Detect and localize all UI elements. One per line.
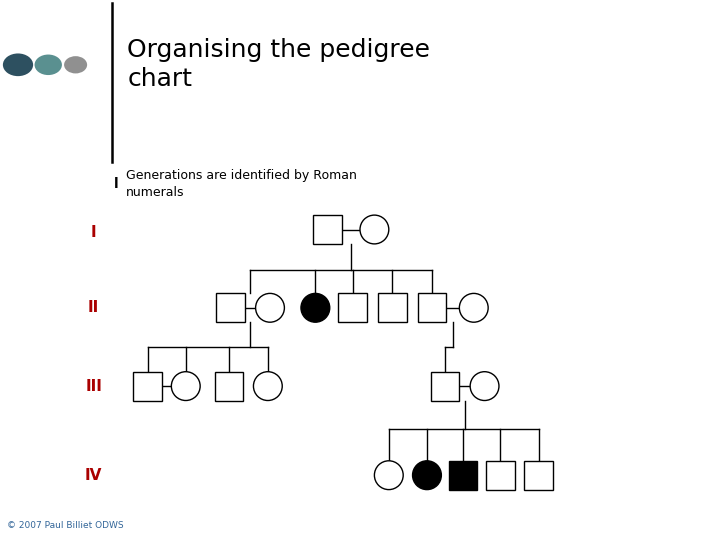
Ellipse shape [470, 372, 499, 401]
Ellipse shape [374, 461, 403, 490]
Ellipse shape [253, 372, 282, 401]
Bar [215, 372, 243, 401]
Circle shape [3, 53, 33, 76]
Bar [486, 461, 515, 490]
Bar [378, 293, 407, 322]
Text: IV: IV [85, 468, 102, 483]
Bar [524, 461, 553, 490]
Bar [216, 293, 245, 322]
Ellipse shape [256, 293, 284, 322]
Bar [449, 461, 477, 490]
Ellipse shape [413, 461, 441, 490]
Ellipse shape [360, 215, 389, 244]
Circle shape [64, 56, 87, 73]
Text: II: II [88, 300, 99, 315]
Bar [133, 372, 162, 401]
Ellipse shape [171, 372, 200, 401]
Ellipse shape [459, 293, 488, 322]
Text: Organising the pedigree
chart: Organising the pedigree chart [127, 38, 431, 91]
Text: l: l [114, 177, 118, 191]
Circle shape [35, 55, 62, 75]
Bar [418, 293, 446, 322]
Bar [338, 293, 367, 322]
Bar [313, 215, 342, 244]
Text: Generations are identified by Roman
numerals: Generations are identified by Roman nume… [126, 168, 357, 199]
Text: III: III [85, 379, 102, 394]
Ellipse shape [301, 293, 330, 322]
Text: I: I [91, 225, 96, 240]
Bar [431, 372, 459, 401]
Text: © 2007 Paul Billiet ODWS: © 2007 Paul Billiet ODWS [7, 521, 124, 530]
